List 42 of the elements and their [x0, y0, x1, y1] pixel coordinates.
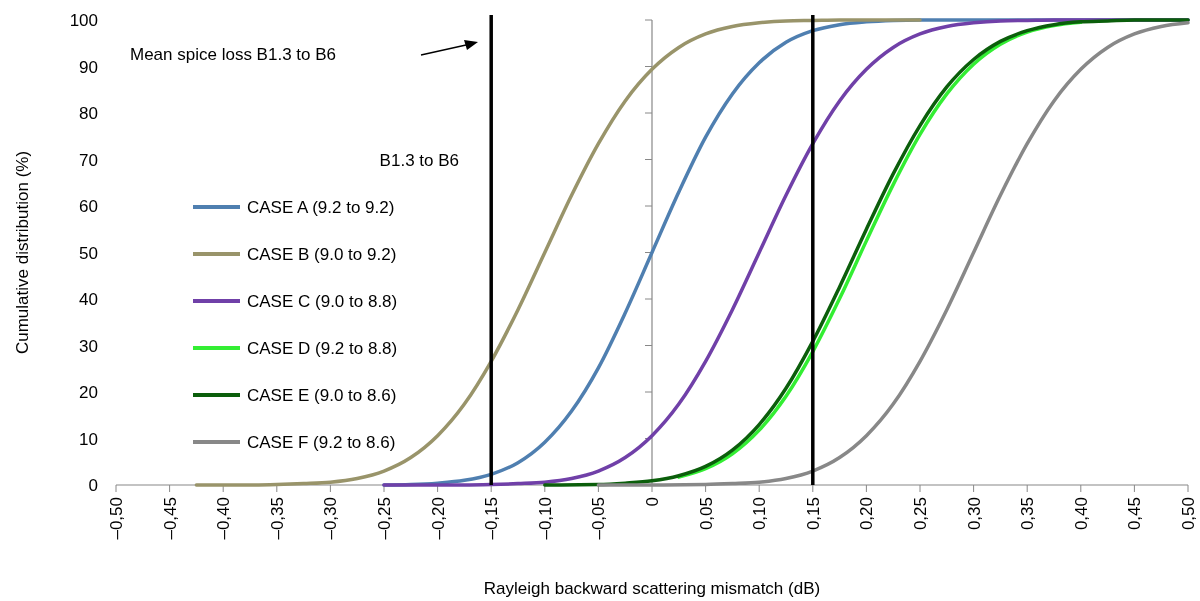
- x-tick-label: –0,05: [589, 497, 609, 540]
- x-tick-label: 0: [643, 497, 662, 507]
- x-tick-label: –0,10: [535, 497, 555, 540]
- legend-label: CASE F (9.2 to 8.6): [247, 433, 396, 452]
- y-tick-label: 60: [79, 197, 98, 216]
- x-tick-label: 0,30: [964, 497, 984, 531]
- annotation: Mean spice loss B1.3 to B6: [130, 45, 337, 64]
- x-tick-label: 0,45: [1125, 497, 1145, 531]
- x-tick-label: 0,50: [1179, 497, 1198, 531]
- x-tick-label: –0,35: [267, 497, 287, 540]
- x-tick-label: –0,20: [428, 497, 448, 540]
- y-axis-title: Cumulative distribution (%): [13, 150, 32, 355]
- x-tick-label: –0,45: [160, 497, 180, 540]
- x-tick-label: 0,35: [1018, 497, 1038, 531]
- x-tick-label: 0,10: [750, 497, 770, 531]
- y-tick-label: 30: [79, 336, 98, 356]
- x-tick-label: 0,20: [857, 497, 877, 531]
- x-tick-label: –0,30: [321, 497, 341, 540]
- legend-label: CASE E (9.0 to 8.6): [247, 386, 397, 405]
- x-tick-label: 0,25: [911, 497, 930, 531]
- legend-label: CASE A (9.2 to 9.2): [247, 198, 395, 217]
- y-tick-label: 20: [79, 383, 98, 402]
- legend-label: CASE C (9.0 to 8.8): [247, 292, 398, 311]
- y-tick-label: 10: [79, 429, 98, 449]
- x-tick-label: –0,15: [482, 497, 502, 540]
- y-tick-label: 80: [79, 104, 98, 123]
- y-tick-label: 70: [79, 150, 98, 170]
- x-axis-title: Rayleigh backward scattering mismatch (dB): [483, 579, 821, 598]
- x-tick-label: –0,50: [107, 497, 126, 540]
- y-tick-label: 100: [69, 11, 98, 30]
- y-tick-label: 40: [79, 290, 98, 309]
- legend-label: CASE D (9.2 to 8.8): [247, 339, 398, 358]
- y-tick-label: 90: [79, 57, 98, 77]
- legend-title: B1.3 to B6: [379, 151, 459, 170]
- x-tick-label: 0,05: [696, 497, 716, 531]
- x-tick-label: –0,40: [214, 497, 234, 540]
- legend-label: CASE B (9.0 to 9.2): [247, 245, 397, 264]
- x-tick-label: 0,15: [803, 497, 823, 531]
- x-tick-label: 0,40: [1071, 497, 1091, 531]
- y-tick-label: 0: [88, 476, 98, 495]
- y-tick-label: 50: [79, 243, 98, 263]
- x-tick-label: –0,25: [375, 497, 394, 540]
